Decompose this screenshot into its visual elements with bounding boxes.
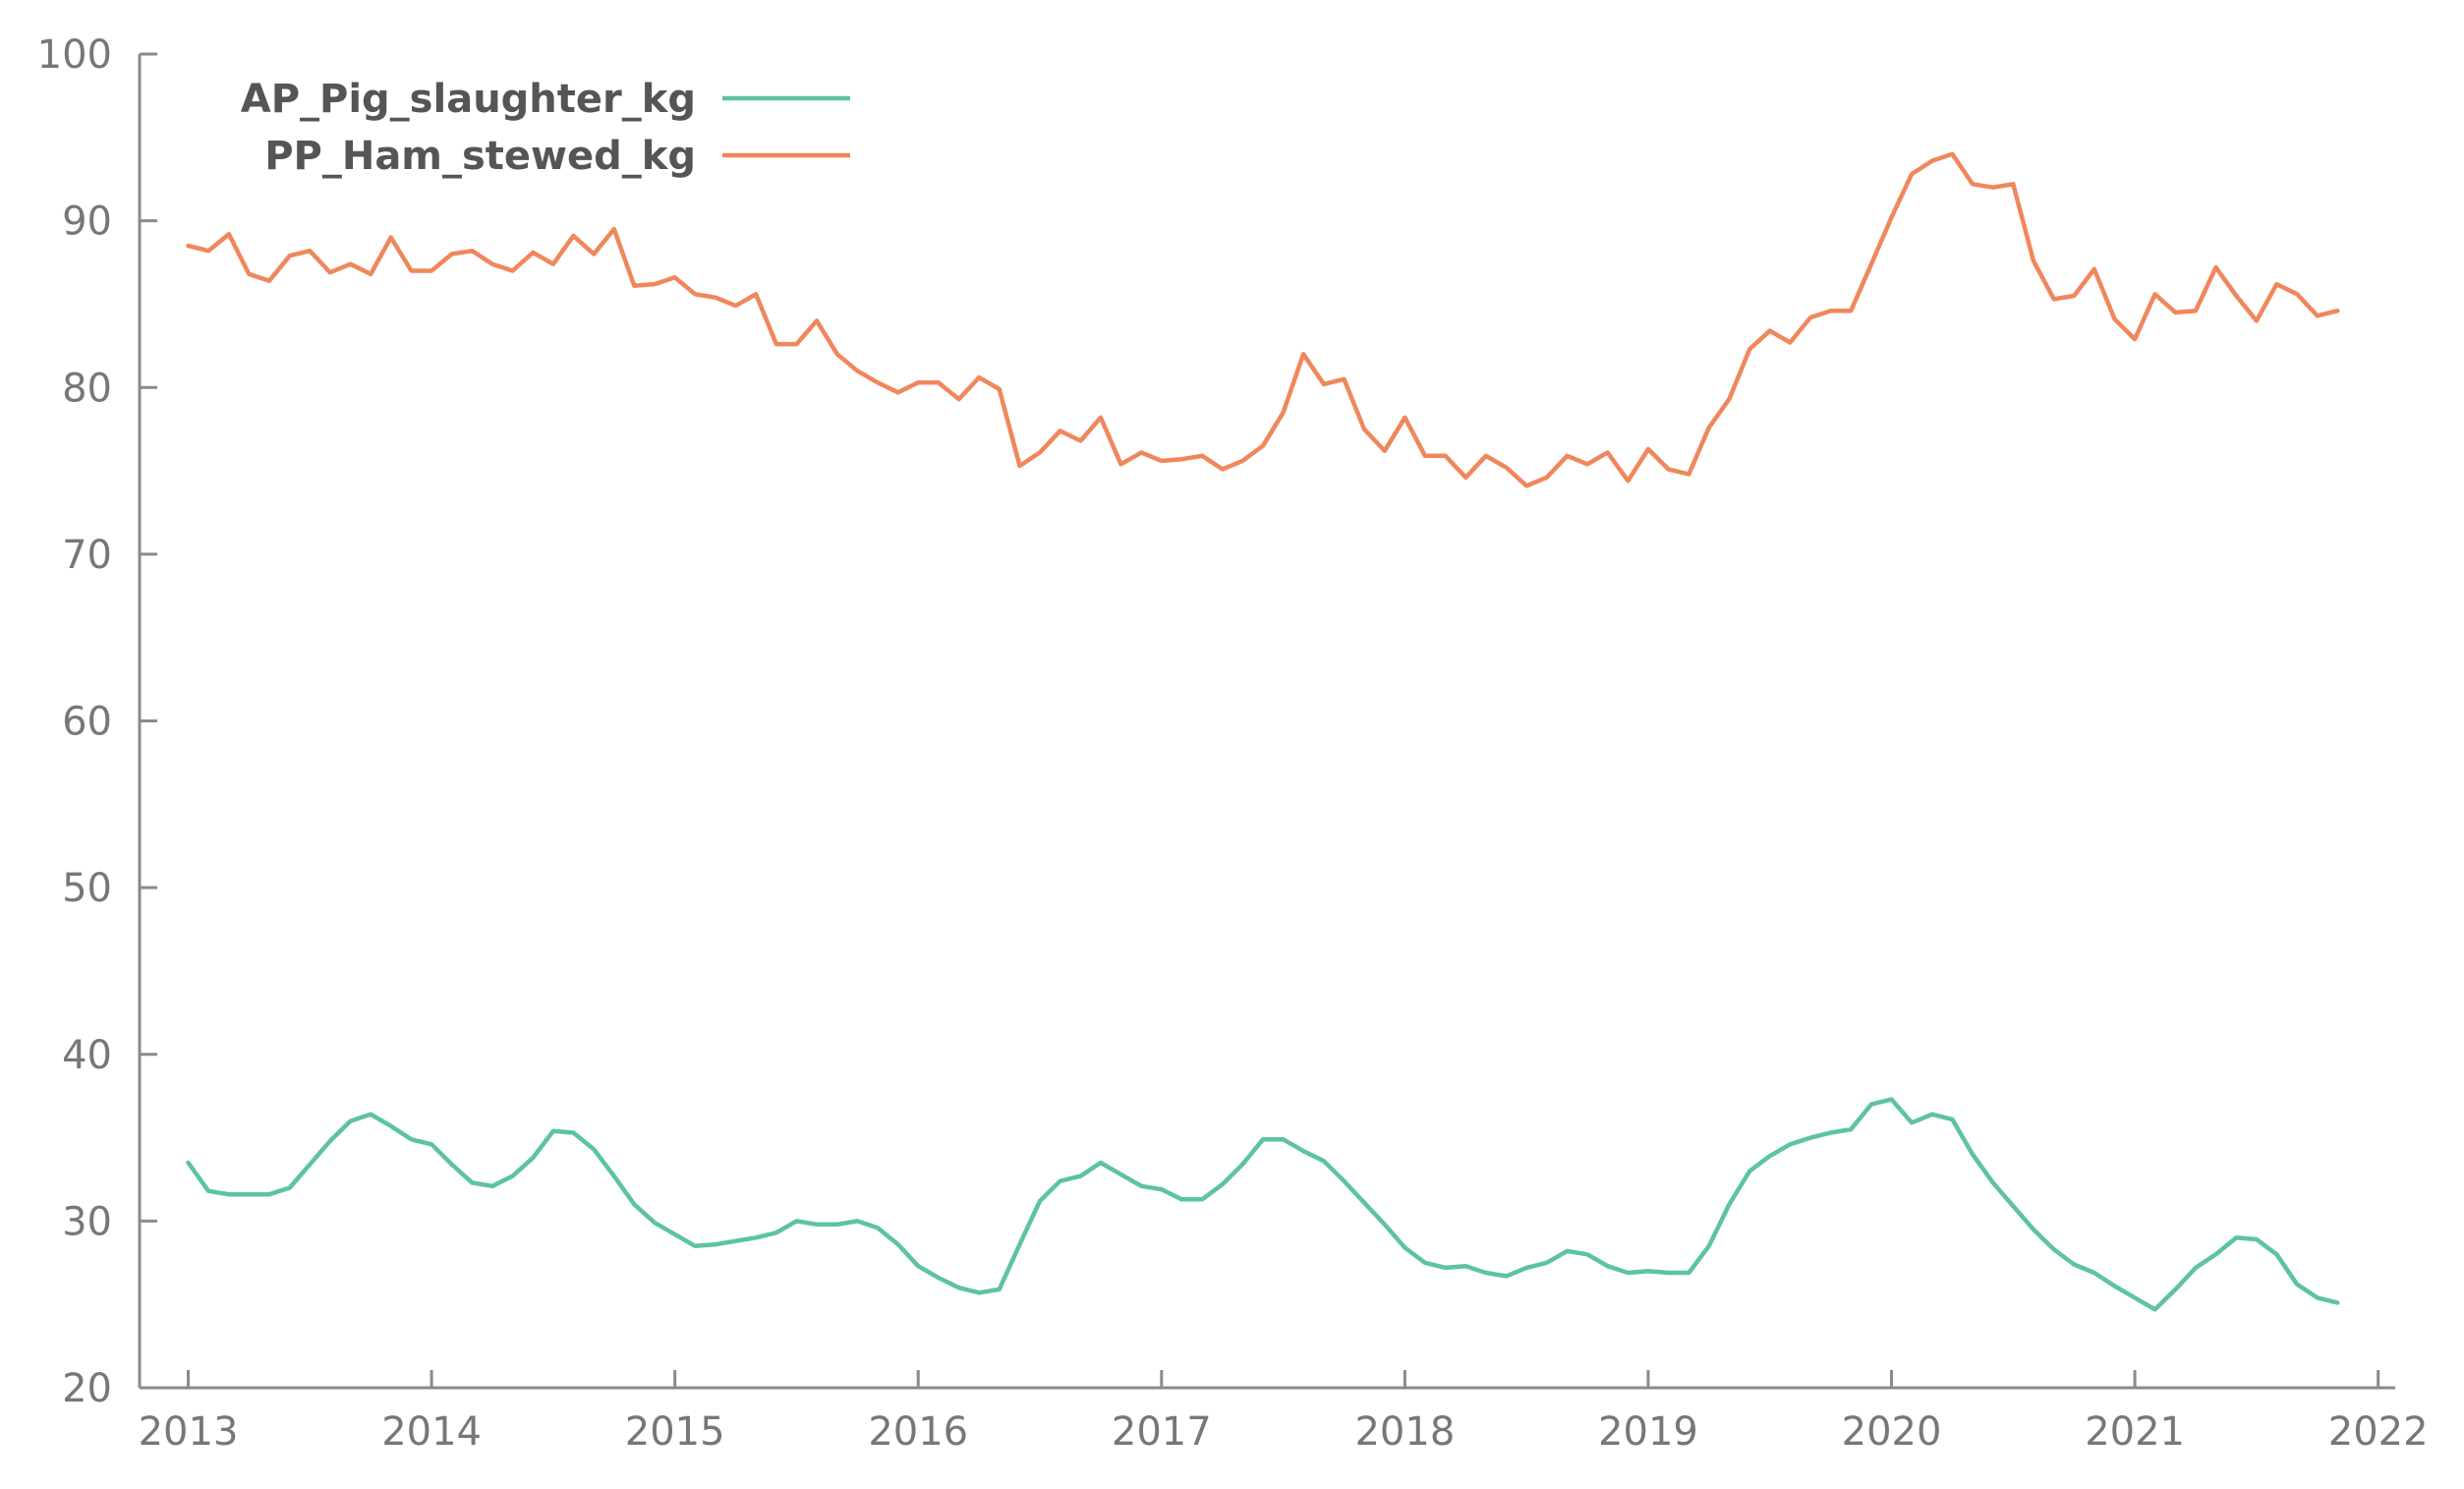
- legend-label: AP_Pig_slaughter_kg: [241, 77, 696, 122]
- series-line-ap-pig-slaughter-kg: [186, 1097, 2340, 1312]
- x-tick-label: 2015: [625, 1409, 725, 1455]
- legend-item-ap-pig-slaughter-kg: AP_Pig_slaughter_kg: [241, 77, 850, 122]
- x-tick-label: 2018: [1354, 1409, 1455, 1455]
- legend-item-pp-ham-stewed-kg: PP_Ham_stewed_kg: [264, 134, 850, 179]
- series-lines: [186, 151, 2340, 1312]
- x-tick-label: 2020: [1842, 1409, 1942, 1455]
- y-tick-label: 30: [62, 1199, 112, 1244]
- x-tick-label: 2022: [2328, 1409, 2429, 1455]
- x-tick-label: 2016: [868, 1409, 968, 1455]
- legend-label: PP_Ham_stewed_kg: [264, 134, 696, 179]
- y-tick-label: 80: [62, 366, 112, 411]
- y-tick-label: 60: [62, 700, 112, 745]
- series-line-pp-ham-stewed-kg: [186, 151, 2340, 488]
- x-tick-label: 2019: [1598, 1409, 1698, 1455]
- y-tick-label: 70: [62, 533, 112, 578]
- x-axis-ticks: 2013 2014 2015 2016 2017 2018 2019 2020 2021 2022: [139, 1370, 2429, 1455]
- legend: AP_Pig_slaughter_kg PP_Ham_stewed_kg: [241, 77, 850, 179]
- y-axis-ticks: 20 30 40 50 60 70 80 90 100: [37, 32, 157, 1411]
- y-tick-label: 90: [62, 200, 112, 245]
- x-tick-label: 2013: [139, 1409, 239, 1455]
- y-tick-label: 50: [62, 866, 112, 911]
- x-tick-label: 2021: [2085, 1409, 2185, 1455]
- y-tick-label: 100: [37, 32, 112, 78]
- y-tick-label: 40: [62, 1033, 112, 1078]
- x-tick-label: 2014: [381, 1409, 482, 1455]
- x-tick-label: 2017: [1112, 1409, 1212, 1455]
- y-tick-label: 20: [62, 1366, 112, 1411]
